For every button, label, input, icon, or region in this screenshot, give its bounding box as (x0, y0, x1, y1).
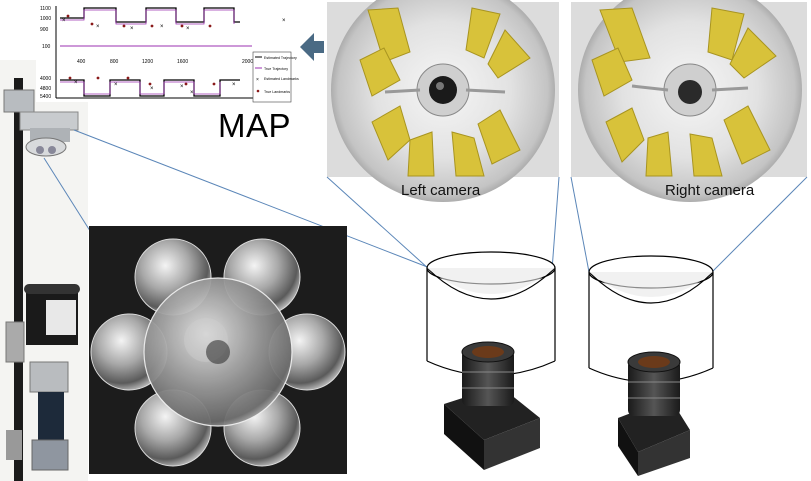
right-camera-image (571, 0, 807, 202)
svg-text:×: × (180, 84, 184, 90)
map-ytick: 100 (42, 44, 51, 50)
map-xtick: 800 (110, 59, 119, 65)
svg-text:×: × (282, 18, 286, 24)
map-xtick: 1600 (177, 59, 188, 65)
svg-text:×: × (74, 80, 78, 86)
svg-text:×: × (186, 26, 190, 32)
map-trajectory-lower (60, 79, 240, 97)
left-camera-image (327, 0, 559, 202)
right-camera-schematic (588, 255, 714, 476)
svg-text:×: × (114, 82, 118, 88)
map-ytick: 1000 (40, 16, 51, 22)
left-camera-schematic (426, 251, 556, 470)
svg-text:×: × (150, 86, 154, 92)
map-legend (252, 51, 292, 103)
svg-text:×: × (190, 90, 194, 96)
svg-text:×: × (96, 24, 100, 30)
map-ytick: 4800 (40, 86, 51, 92)
connector-lines (43, 129, 808, 273)
map-ytick: 900 (40, 27, 49, 33)
svg-text:×: × (130, 26, 134, 32)
mirror-array-image (89, 226, 347, 474)
map-xtick: 400 (77, 59, 86, 65)
right-camera-label: Right camera (665, 182, 755, 199)
camera-rig-photo (0, 60, 88, 481)
map-legend-label: True Trajectory (264, 67, 288, 71)
svg-text:×: × (160, 24, 164, 30)
map-xtick: 1200 (142, 59, 153, 65)
svg-text:×: × (256, 77, 259, 83)
map-legend-label: True Landmarks (264, 90, 290, 94)
map-ytick: 1100 (40, 6, 51, 12)
map-trajectory-upper (60, 7, 240, 23)
map-title: MAP (218, 107, 292, 144)
map-legend-label: Estimated Landmarks (264, 77, 299, 81)
arrow-icon (300, 33, 324, 61)
map-ytick: 5400 (40, 94, 51, 100)
map-plot: 1100 1000 900 100 4000 4800 5400 400 800… (36, 2, 299, 103)
map-xtick: 2000 (242, 59, 253, 65)
svg-text:×: × (62, 18, 66, 24)
left-camera-label: Left camera (401, 182, 481, 199)
svg-text:×: × (232, 82, 236, 88)
map-ytick: 4000 (40, 76, 51, 82)
map-legend-label: Estimated Trajectory (264, 56, 297, 60)
